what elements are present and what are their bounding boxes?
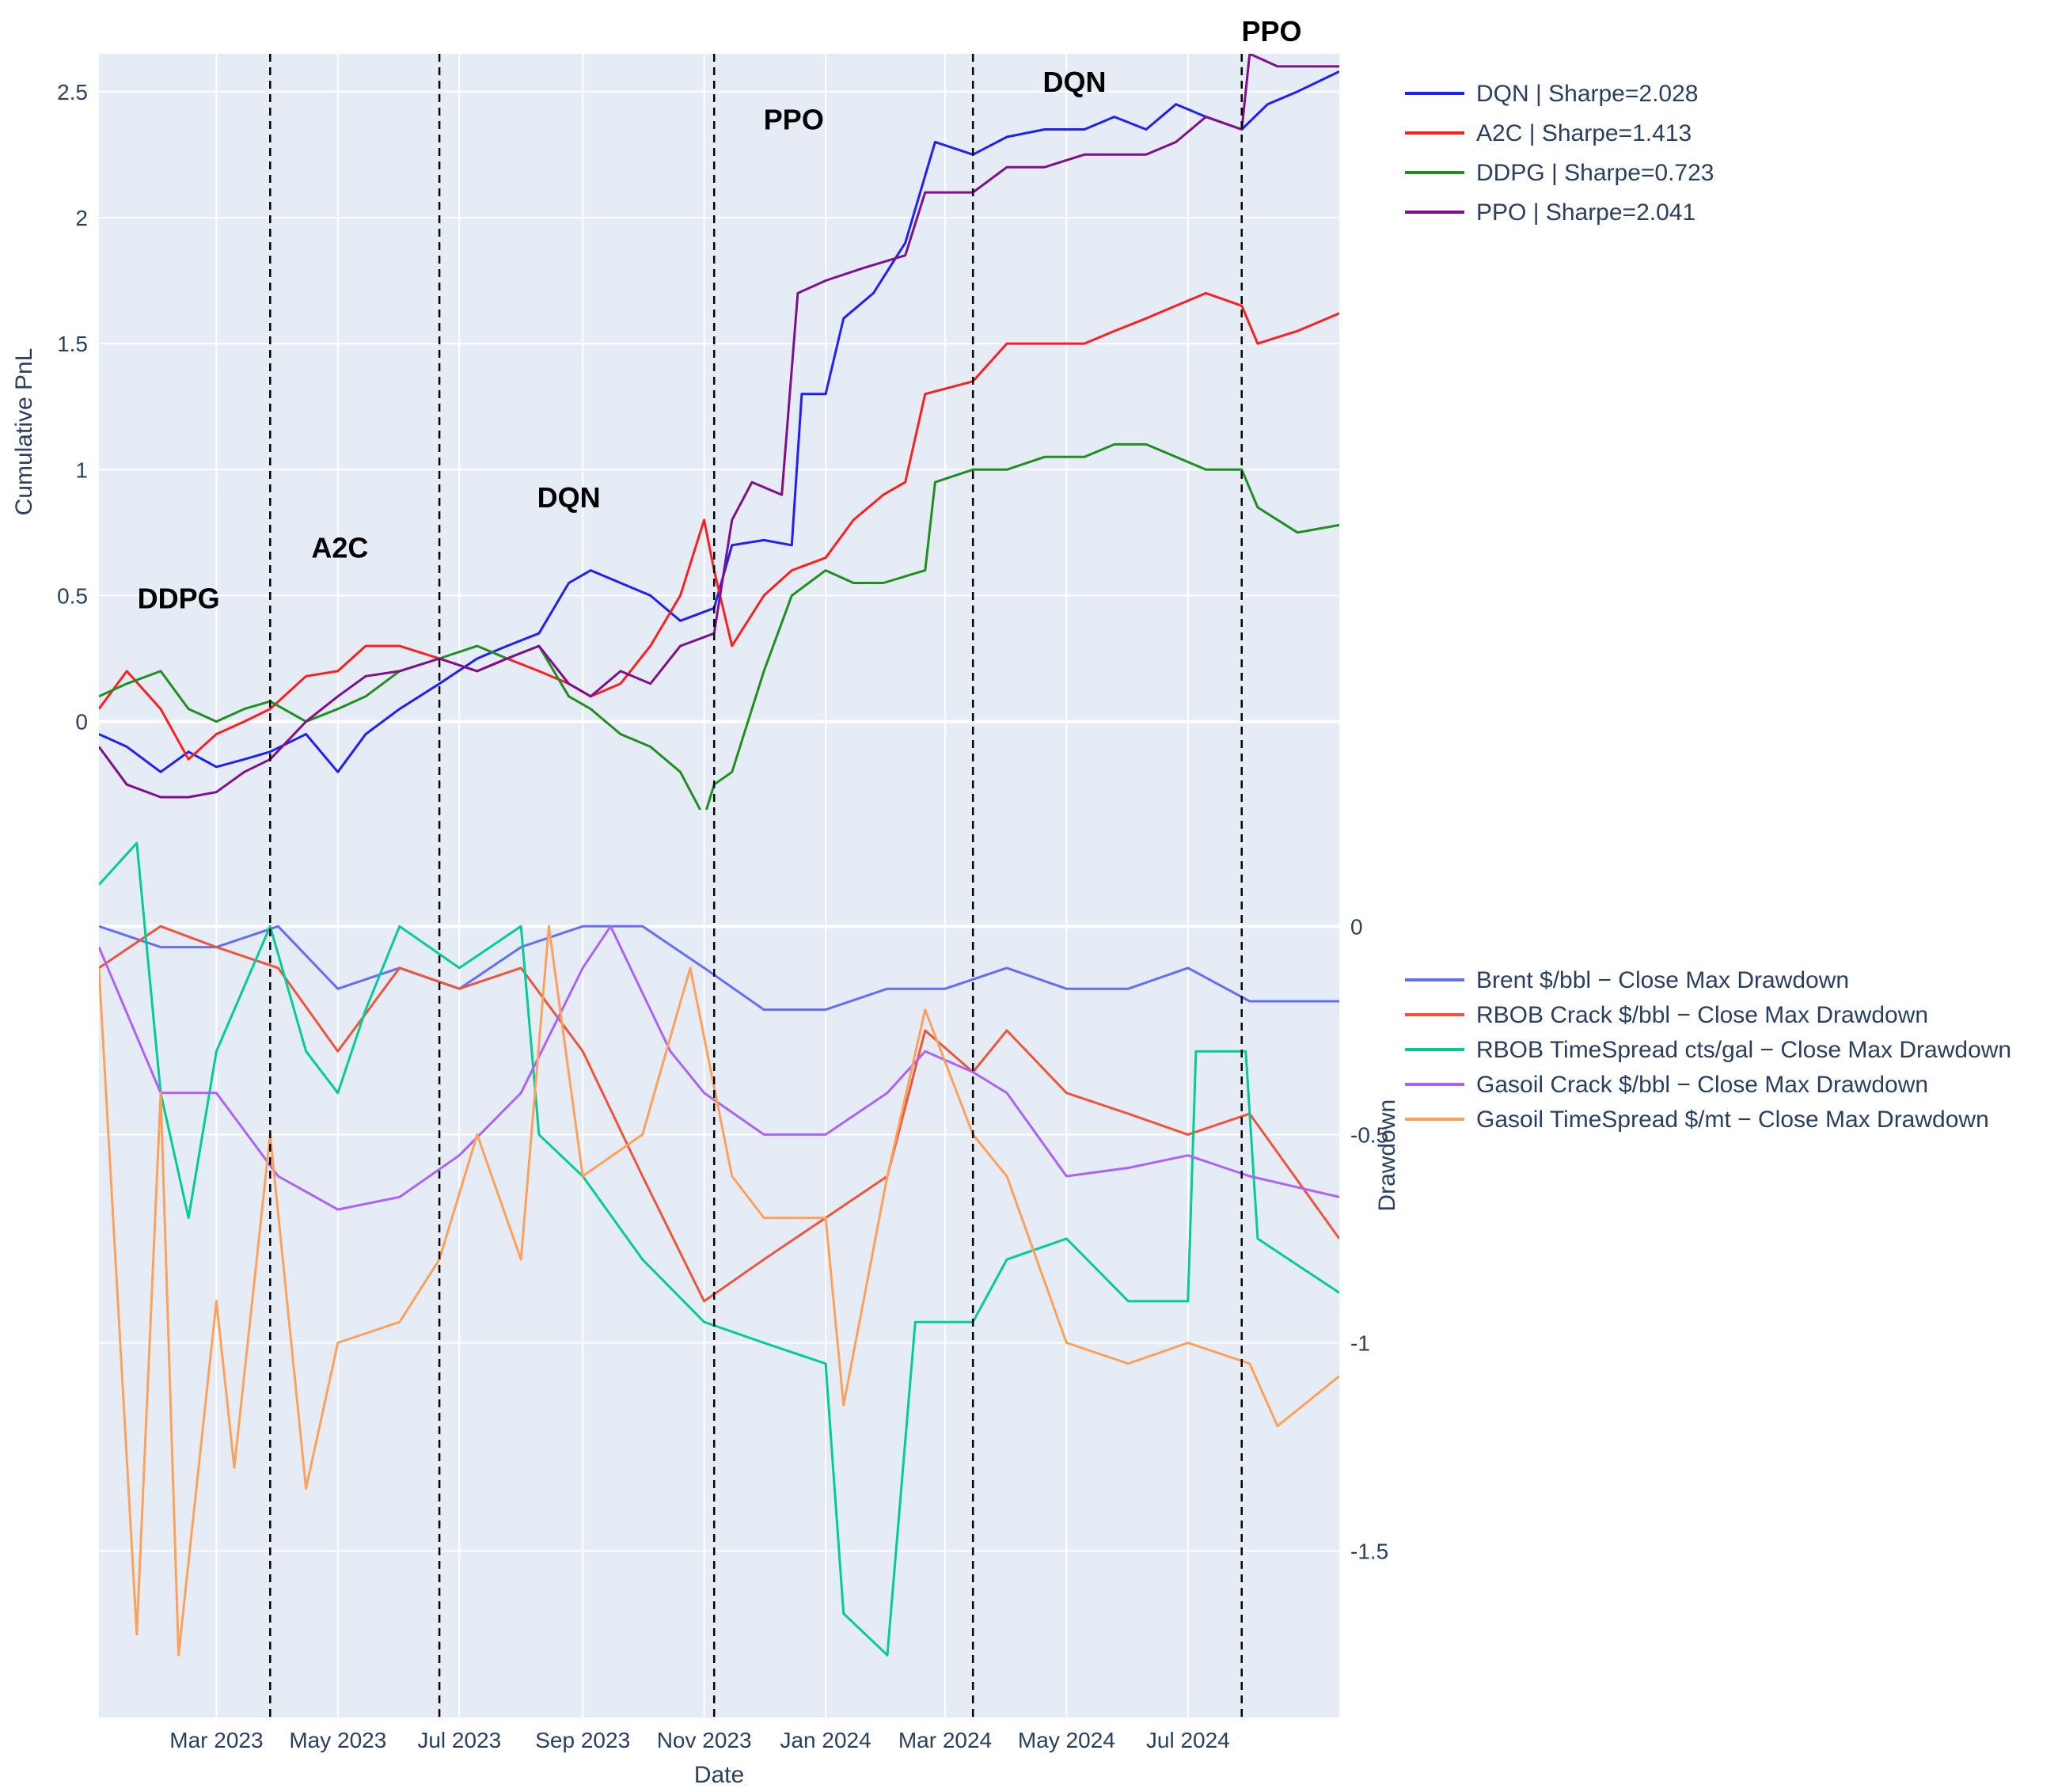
top-y-tick-label: 0 bbox=[75, 710, 88, 735]
bottom-y-tick-label: -1 bbox=[1350, 1331, 1370, 1355]
bottom-y-tick-label: -1.5 bbox=[1350, 1540, 1388, 1564]
series-lines bbox=[99, 54, 1339, 1657]
drawdown-legend-label: RBOB TimeSpread cts/gal − Close Max Draw… bbox=[1476, 1037, 2011, 1063]
regime-labels: DDPG A2C DQN PPO DQN PPO bbox=[138, 15, 1302, 614]
regime-label-dqn: DQN bbox=[537, 481, 601, 514]
pnl-legend-label: A2C | Sharpe=1.413 bbox=[1476, 120, 1692, 146]
top-y-tick-label: 0.5 bbox=[57, 583, 88, 608]
x-tick-label: Mar 2024 bbox=[898, 1728, 992, 1752]
top-y-axis-title: Cumulative PnL bbox=[11, 348, 37, 516]
series-line-a2c bbox=[99, 291, 1339, 761]
top-y-tick-label: 1.5 bbox=[57, 332, 88, 356]
series-line-brent bbox=[99, 924, 1339, 1012]
series-line-rbob bbox=[99, 924, 1339, 1303]
series-line-ppo bbox=[99, 54, 1339, 799]
top-plot-background bbox=[99, 54, 1339, 810]
drawdown-legend-label: Brent $/bbl − Close Max Drawdown bbox=[1476, 967, 1849, 993]
top-y-tick-label: 2.5 bbox=[57, 80, 88, 104]
x-axis-title: Date bbox=[694, 1762, 744, 1788]
x-tick-label: May 2024 bbox=[1018, 1728, 1115, 1752]
x-tick-label: Jul 2023 bbox=[417, 1728, 501, 1752]
bottom-y-tick-label: -0.5 bbox=[1350, 1122, 1388, 1147]
series-line-rbob bbox=[99, 841, 1339, 1657]
grid bbox=[99, 54, 1339, 1718]
bottom-y-tick-label: 0 bbox=[1350, 914, 1363, 939]
drawdown-legend-label: Gasoil TimeSpread $/mt − Close Max Drawd… bbox=[1476, 1107, 1989, 1133]
x-tick-label: Sep 2023 bbox=[535, 1728, 630, 1752]
regime-label-ppo: PPO bbox=[1241, 15, 1301, 47]
pnl-legend-label: DQN | Sharpe=2.028 bbox=[1476, 81, 1698, 107]
regime-label-dqn: DQN bbox=[1042, 66, 1106, 98]
series-line-ddpg bbox=[99, 442, 1339, 810]
pnl-legend-label: DDPG | Sharpe=0.723 bbox=[1476, 160, 1714, 186]
regime-dividers bbox=[269, 54, 1244, 1718]
series-line-gasoil bbox=[99, 924, 1339, 1211]
top-y-tick-label: 1 bbox=[75, 457, 88, 482]
regime-label-ddpg: DDPG bbox=[138, 582, 220, 614]
drawdown-legend-label: RBOB Crack $/bbl − Close Max Drawdown bbox=[1476, 1002, 1928, 1028]
x-tick-label: Nov 2023 bbox=[657, 1728, 752, 1752]
x-tick-label: Jul 2024 bbox=[1146, 1728, 1230, 1752]
bottom-y-axis-title: Drawdown bbox=[1374, 1099, 1400, 1212]
x-tick-label: May 2023 bbox=[289, 1728, 386, 1752]
x-tick-label: Jan 2024 bbox=[780, 1728, 871, 1752]
drawdown-legend-label: Gasoil Crack $/bbl − Close Max Drawdown bbox=[1476, 1072, 1928, 1098]
top-y-tick-label: 2 bbox=[75, 206, 88, 230]
x-tick-label: Mar 2023 bbox=[169, 1728, 263, 1752]
regime-label-a2c: A2C bbox=[311, 532, 368, 564]
pnl-legend-label: PPO | Sharpe=2.041 bbox=[1476, 199, 1695, 226]
tick-labels: 0 0.5 1 1.5 2 2.5 0 -0.5 -1 -1.5 Mar 2023 May 2023 J… bbox=[11, 80, 1400, 1788]
regime-label-ppo: PPO bbox=[764, 104, 824, 136]
series-line-gasoil bbox=[99, 924, 1339, 1657]
bottom-plot-background bbox=[99, 810, 1339, 1718]
legends: DQN | Sharpe=2.028 A2C | Sharpe=1.413 DDPG… bbox=[1405, 81, 2011, 1133]
